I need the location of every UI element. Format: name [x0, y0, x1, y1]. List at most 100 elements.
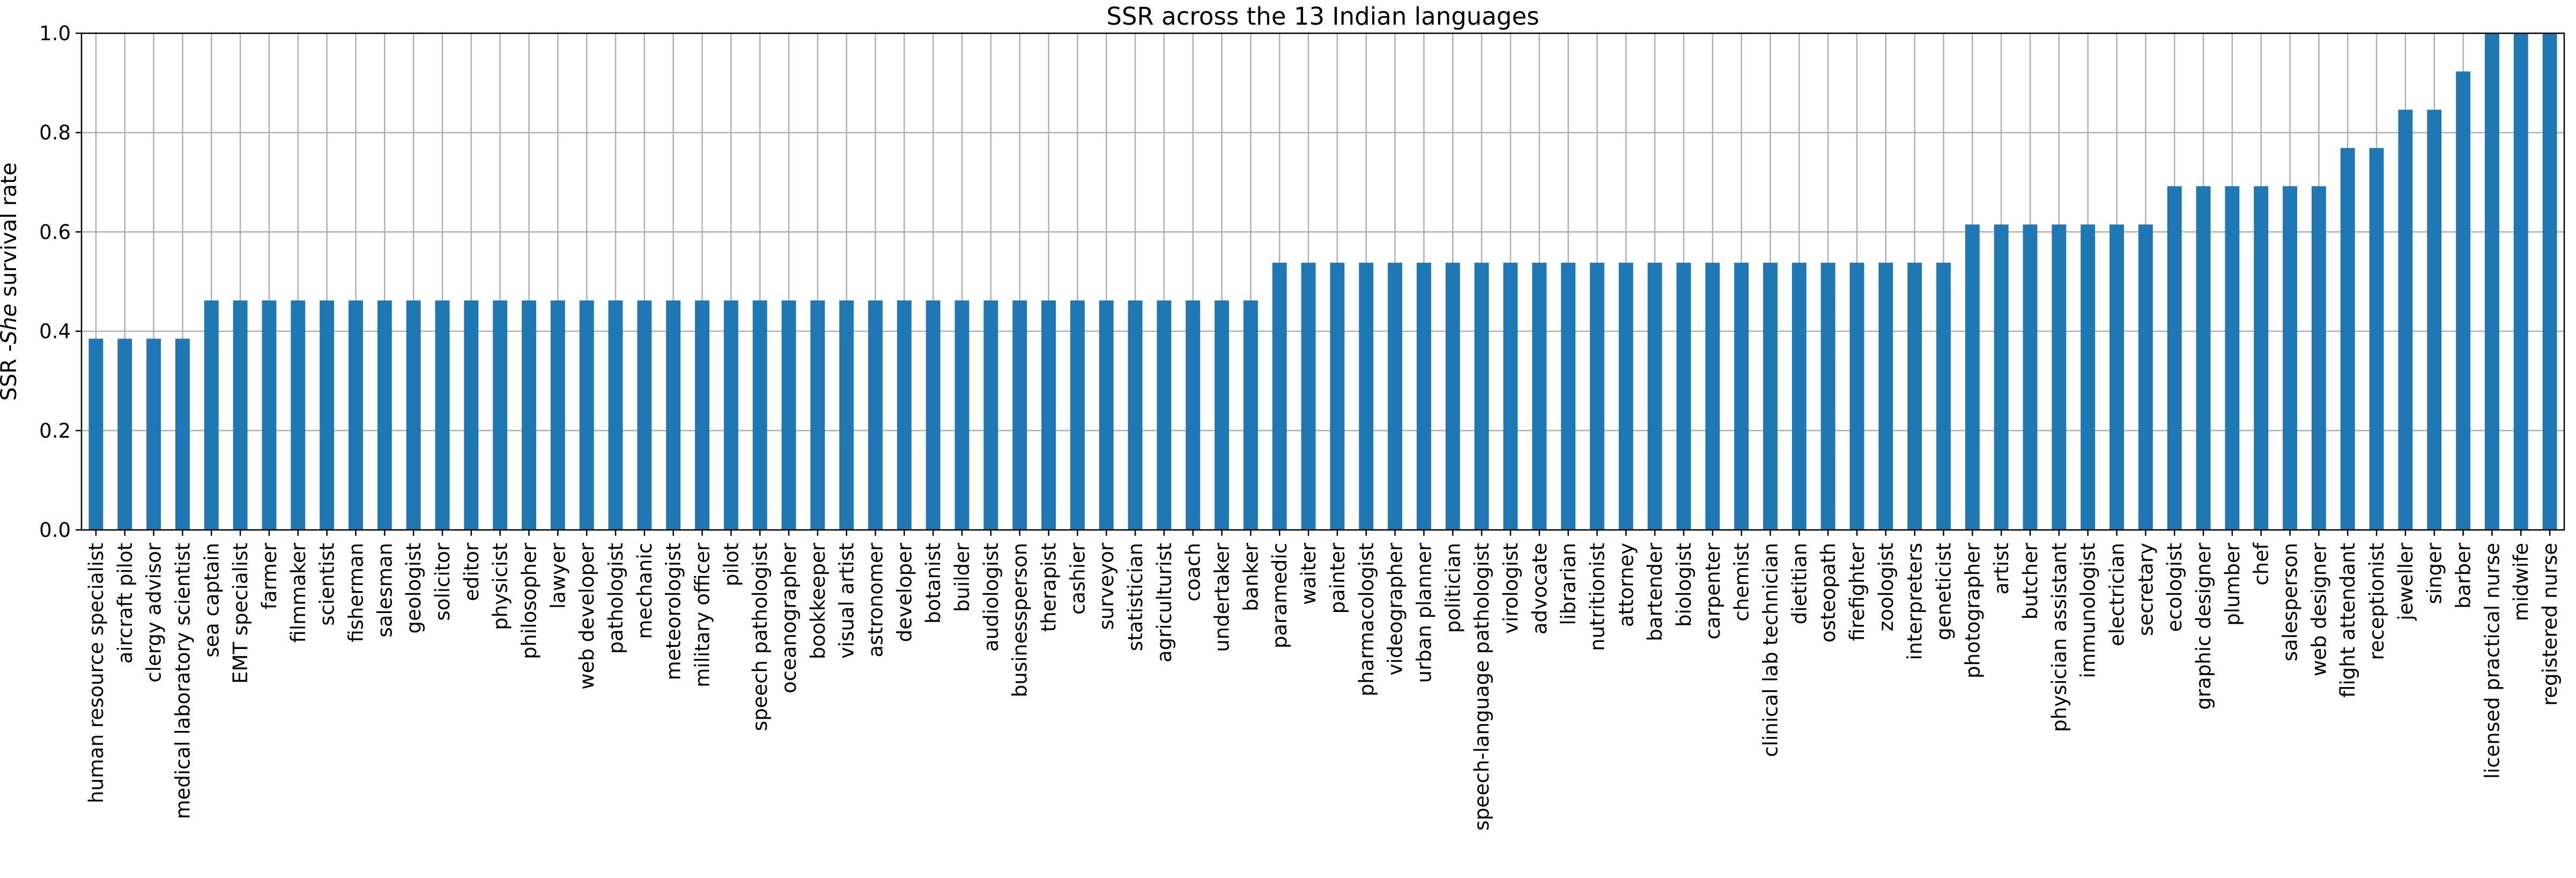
bar — [1359, 262, 1374, 530]
bar — [1734, 262, 1749, 530]
x-tick-label: biologist — [1672, 543, 1696, 627]
x-tick-label: aircraft pilot — [114, 543, 137, 663]
x-tick-label: bartender — [1644, 542, 1667, 641]
bar — [2283, 186, 2298, 530]
bar — [2138, 224, 2153, 530]
bar — [2542, 33, 2557, 530]
x-tick-label: registered nurse — [2538, 543, 2562, 706]
x-tick-label: paramedic — [1268, 543, 1291, 648]
x-tick-label: graphic designer — [2192, 542, 2215, 710]
bar — [1330, 262, 1345, 530]
x-tick-label: plumber — [2221, 542, 2244, 626]
y-tick-label: 1.0 — [39, 22, 71, 45]
bar — [1994, 224, 2009, 530]
bar — [2081, 224, 2096, 530]
x-tick-label: artist — [1990, 543, 2013, 594]
bar — [868, 300, 883, 530]
bar — [1820, 262, 1835, 530]
x-tick-label: zoologist — [1875, 543, 1898, 631]
x-tick-label: nutritionist — [1586, 543, 1609, 651]
x-tick-label: attorney — [1615, 543, 1638, 627]
bar — [2023, 224, 2038, 530]
x-tick-label: clergy advisor — [143, 542, 166, 682]
bar — [1128, 300, 1143, 530]
x-tick-label: undertaker — [1211, 542, 1234, 652]
x-tick-label: web developer — [575, 542, 598, 689]
x-tick-label: sea captain — [200, 543, 223, 658]
x-tick-label: interpreters — [1904, 543, 1927, 660]
x-tick-label: geologist — [402, 543, 425, 633]
bar — [666, 300, 681, 530]
x-tick-label: editor — [460, 542, 483, 601]
x-tick-label: carpenter — [1701, 542, 1724, 639]
x-tick-label: immunologist — [2077, 543, 2100, 678]
bar — [1676, 262, 1691, 530]
bar — [522, 300, 536, 530]
x-tick-label: philosopher — [517, 542, 541, 659]
bar — [2513, 33, 2528, 530]
chart-title: SSR across the 13 Indian languages — [1106, 2, 1539, 31]
bar — [550, 300, 565, 530]
y-tick-label: 0.4 — [39, 320, 71, 343]
bar — [1965, 224, 1980, 530]
x-tick-label: medical laboratory scientist — [171, 543, 194, 819]
x-tick-label: visual artist — [835, 543, 858, 659]
y-axis-title-suffix: survival rate — [0, 163, 21, 304]
bar — [1157, 300, 1172, 530]
x-tick-label: EMT specialist — [229, 543, 252, 684]
y-axis-title: SSR -She survival rate — [0, 163, 21, 401]
y-axis: 0.0 0.2 0.4 0.6 0.8 1.0 — [39, 22, 82, 542]
x-tick-label: developer — [893, 542, 916, 642]
bar — [695, 300, 709, 530]
x-tick-label: ecologist — [2163, 543, 2186, 632]
bar — [723, 300, 738, 530]
x-tick-label: receptionist — [2365, 543, 2388, 660]
bar — [117, 338, 132, 530]
bars-layer — [88, 33, 2557, 530]
x-tick-label: agriculturist — [1153, 543, 1176, 662]
x-tick-label: meteorologist — [662, 543, 685, 680]
bar — [146, 338, 161, 530]
bar — [1647, 262, 1662, 530]
bar — [2109, 224, 2124, 530]
y-tick-label: 0.2 — [39, 419, 71, 442]
y-tick-label: 0.0 — [39, 519, 71, 542]
bar — [839, 300, 854, 530]
x-axis: human resource specialist aircraft pilot c… — [85, 530, 2562, 831]
bar — [2225, 186, 2240, 530]
x-tick-label: dietitian — [1788, 543, 1811, 624]
bar — [1849, 262, 1864, 530]
bar — [1878, 262, 1893, 530]
bar — [2398, 109, 2413, 530]
bar — [1792, 262, 1807, 530]
bar — [320, 300, 335, 530]
x-tick-label: virologist — [1499, 543, 1522, 634]
bar — [1416, 262, 1431, 530]
grid-layer — [82, 32, 2564, 531]
bar — [1099, 300, 1114, 530]
x-tick-label: surveyor — [1095, 542, 1118, 630]
bar — [2456, 71, 2471, 530]
bar — [781, 300, 796, 530]
bar — [348, 300, 363, 530]
x-tick-label: waiter — [1297, 542, 1320, 604]
y-axis-title-prefix: SSR - — [0, 344, 21, 401]
x-tick-label: farmer — [258, 542, 281, 609]
x-tick-label: barber — [2452, 542, 2475, 609]
bar — [291, 300, 306, 530]
x-tick-label: geneticist — [1933, 543, 1956, 640]
bar — [1705, 262, 1720, 530]
x-tick-label: astronomer — [864, 542, 887, 657]
bar — [1301, 262, 1316, 530]
x-tick-label: web designer — [2307, 542, 2330, 676]
bar — [1243, 300, 1258, 530]
x-tick-label: scientist — [316, 543, 339, 626]
x-tick-label: mechanic — [633, 543, 656, 639]
x-tick-label: botanist — [922, 543, 945, 624]
bar — [2311, 186, 2326, 530]
x-tick-label: clinical lab technician — [1759, 543, 1782, 757]
x-tick-label: filmmaker — [287, 542, 310, 643]
bar — [752, 300, 767, 530]
bar — [1532, 262, 1547, 530]
x-tick-label: bookkeeper — [806, 542, 830, 659]
